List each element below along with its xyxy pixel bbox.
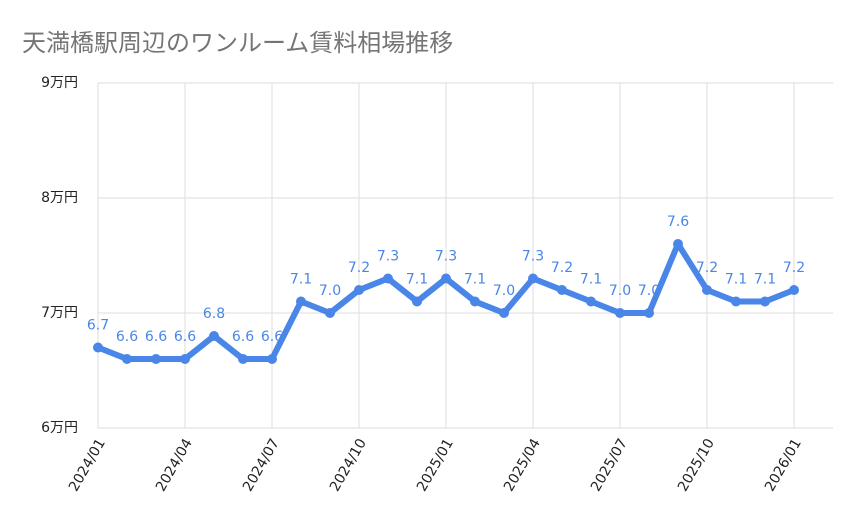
- point: [644, 308, 654, 318]
- point: [441, 273, 451, 284]
- point: [557, 285, 567, 295]
- y-tick-label: 7万円: [41, 305, 78, 321]
- data-label: 7.3: [522, 249, 544, 265]
- data-label: 7.0: [493, 283, 515, 299]
- point: [673, 239, 683, 249]
- data-label: 7.0: [319, 283, 341, 299]
- x-tick-label: 2025/10: [675, 436, 718, 494]
- x-tick-label: 2024/04: [153, 436, 196, 494]
- data-label: 7.1: [580, 272, 602, 288]
- point: [325, 308, 335, 318]
- data-label: 6.6: [232, 329, 254, 345]
- data-label: 7.6: [667, 214, 689, 230]
- x-tick-label: 2025/01: [414, 436, 457, 494]
- point: [122, 354, 132, 364]
- point: [412, 296, 422, 307]
- point: [615, 308, 625, 318]
- data-label: 6.6: [145, 329, 167, 345]
- data-label: 7.2: [696, 260, 718, 276]
- data-label: 7.1: [406, 272, 428, 288]
- x-tick-label: 2026/01: [762, 436, 805, 494]
- chart-title: 天満橋駅周辺のワンルーム賃料相場推移: [22, 29, 453, 57]
- data-label: 7.1: [725, 272, 747, 288]
- x-tick-label: 2024/10: [327, 436, 370, 494]
- data-label: 7.1: [290, 272, 312, 288]
- x-tick-label: 2024/07: [240, 436, 283, 494]
- y-tick-label: 9万円: [41, 75, 78, 91]
- point: [586, 296, 596, 307]
- data-label: 7.1: [754, 272, 776, 288]
- data-label: 7.0: [638, 283, 660, 299]
- point: [789, 285, 799, 295]
- x-tick-label: 2025/07: [588, 436, 631, 494]
- data-label: 7.2: [348, 260, 370, 276]
- point: [731, 296, 741, 307]
- point: [93, 342, 103, 353]
- data-label: 7.1: [464, 272, 486, 288]
- y-tick-label: 6万円: [41, 420, 78, 436]
- y-tick-label: 8万円: [41, 190, 78, 206]
- point: [702, 285, 712, 295]
- data-label: 7.2: [551, 260, 573, 276]
- point: [296, 296, 306, 307]
- data-label: 7.2: [783, 260, 805, 276]
- point: [238, 354, 248, 364]
- data-label: 7.3: [377, 249, 399, 265]
- point: [528, 273, 538, 284]
- point: [267, 354, 277, 364]
- point: [383, 273, 393, 284]
- x-tick-label: 2024/01: [66, 436, 109, 494]
- data-label: 7.3: [435, 249, 457, 265]
- data-label: 6.6: [174, 329, 196, 345]
- data-label: 6.7: [87, 318, 109, 334]
- point: [209, 331, 219, 341]
- point: [760, 296, 770, 307]
- data-label: 6.6: [116, 329, 138, 345]
- point: [470, 296, 480, 307]
- point: [499, 308, 509, 318]
- point: [354, 285, 364, 295]
- data-label: 6.8: [203, 306, 225, 322]
- data-label: 6.6: [261, 329, 283, 345]
- point: [180, 354, 190, 364]
- data-label: 7.0: [609, 283, 631, 299]
- point: [151, 354, 161, 364]
- x-tick-label: 2025/04: [501, 436, 544, 494]
